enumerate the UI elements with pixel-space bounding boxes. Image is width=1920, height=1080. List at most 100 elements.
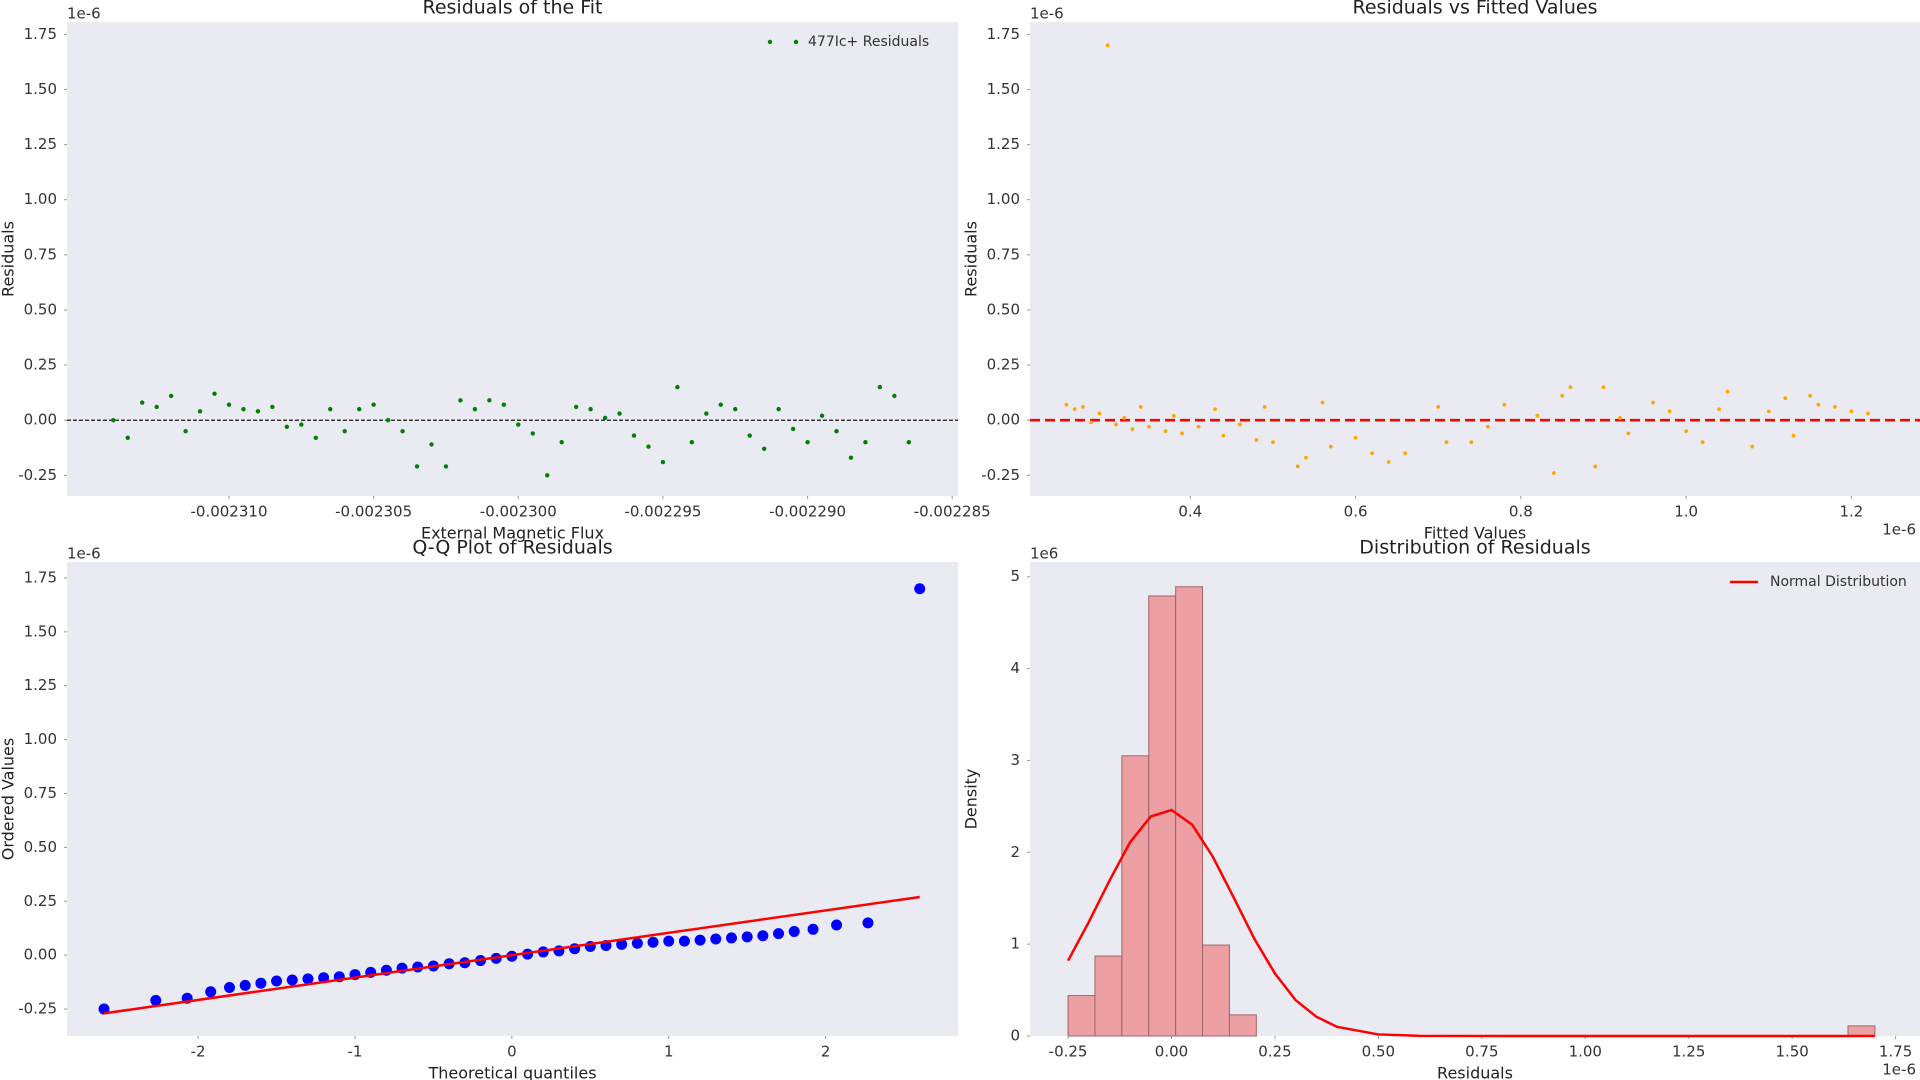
y-tick-label: -0.25 [18, 466, 57, 484]
x-tick-label: 1.2 [1839, 503, 1863, 521]
point [1791, 433, 1796, 438]
point [647, 936, 659, 948]
point [1064, 402, 1069, 407]
point [862, 917, 874, 929]
point [1700, 440, 1705, 445]
point [414, 464, 420, 469]
histogram-bar [1228, 1014, 1257, 1037]
x-tick-label: -0.002300 [480, 503, 557, 521]
point [1262, 405, 1267, 409]
subplot: Q-Q Plot of Residuals Theoretical quantil… [0, 537, 958, 1080]
point [863, 440, 868, 445]
point [805, 440, 810, 445]
point [125, 435, 130, 440]
x-tick-label: 0 [507, 1043, 517, 1061]
point [1618, 416, 1622, 420]
point [1138, 405, 1143, 409]
point [1122, 416, 1127, 420]
point [1651, 400, 1655, 405]
chart-title: Residuals vs Fitted Values [1353, 0, 1598, 19]
x-tick-label: 0.4 [1178, 503, 1202, 521]
point [773, 928, 785, 940]
point [831, 919, 843, 931]
histogram-bar [1202, 944, 1230, 1037]
point [385, 417, 391, 423]
x-tick-label: 0.25 [1258, 1043, 1291, 1061]
y-tick-label: 0 [1010, 1027, 1020, 1045]
point [313, 435, 318, 440]
point [299, 422, 304, 427]
point [757, 930, 769, 942]
point [255, 977, 267, 989]
point [1485, 424, 1490, 429]
point [516, 422, 521, 427]
x-tick-label: 1.75 [1879, 1043, 1912, 1061]
y-offset-label: 1e-6 [67, 545, 101, 563]
point [371, 402, 376, 407]
point [1080, 405, 1085, 409]
line [1066, 808, 1875, 1038]
y-tick-label: 1.00 [24, 730, 57, 748]
y-offset-label: 1e-6 [1030, 5, 1064, 23]
point [1436, 405, 1441, 409]
y-tick-label: 4 [1010, 659, 1020, 677]
point [646, 444, 651, 449]
x-tick-label: 1.00 [1569, 1043, 1602, 1061]
x-tick-label: -0.002310 [191, 503, 268, 521]
y-tick-label: 1.50 [987, 80, 1020, 98]
histogram-bar [1067, 995, 1096, 1037]
point [631, 937, 643, 949]
point [241, 406, 246, 412]
histogram-bar [1121, 755, 1150, 1037]
point [255, 409, 261, 414]
y-tick-label: 1.50 [24, 80, 57, 98]
point [1808, 394, 1812, 398]
point [1171, 413, 1176, 418]
y-tick-label: 1.75 [24, 568, 57, 586]
y-tick-label: 1.25 [24, 676, 57, 694]
point [205, 986, 217, 998]
point [718, 402, 723, 407]
point [1072, 407, 1077, 412]
point [704, 411, 709, 416]
y-tick-label: 1 [1010, 935, 1020, 953]
point [725, 932, 737, 944]
x-tick-label: -0.002290 [769, 503, 846, 521]
point [154, 404, 159, 410]
point [1560, 394, 1565, 398]
x-tick-label: -0.002295 [624, 503, 701, 521]
point [617, 411, 622, 416]
point [761, 446, 767, 452]
point [819, 413, 825, 418]
point [1221, 433, 1226, 438]
point [342, 428, 347, 434]
histogram-bar [1094, 955, 1123, 1037]
histogram-bar [1847, 1025, 1876, 1037]
y-axis-label: Residuals [962, 221, 981, 297]
y-axis-label: Residuals [0, 221, 18, 297]
y-tick-label: 0.00 [987, 411, 1020, 429]
legend-swatch [767, 39, 773, 45]
point [848, 455, 854, 460]
point [1502, 402, 1507, 407]
point [1725, 389, 1730, 394]
point [1717, 407, 1722, 412]
point [302, 973, 314, 985]
point [1444, 440, 1449, 445]
point [1866, 411, 1870, 416]
point [1568, 385, 1573, 389]
point [1403, 451, 1408, 456]
y-tick-label: 1.50 [24, 622, 57, 640]
point [545, 473, 550, 478]
point [1684, 429, 1689, 434]
point [588, 406, 593, 412]
point [183, 428, 188, 434]
point [501, 402, 507, 407]
y-tick-label: 3 [1010, 751, 1020, 769]
y-tick-label: 1.25 [987, 135, 1020, 153]
x-tick-label: -0.002305 [335, 503, 412, 521]
x-tick-label: 1.25 [1672, 1043, 1705, 1061]
x-axis-label: Residuals [1437, 1064, 1513, 1080]
x-tick-label: -0.002285 [914, 503, 991, 521]
point [631, 433, 637, 438]
